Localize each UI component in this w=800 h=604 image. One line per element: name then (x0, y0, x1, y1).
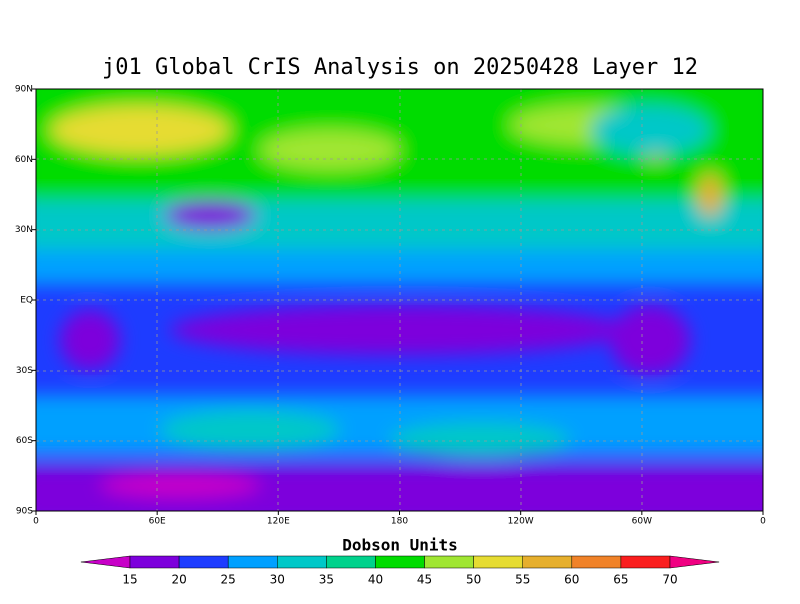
x-tick-label: 0 (33, 517, 39, 527)
x-tick-label: 120E (267, 517, 290, 527)
x-tick-label: 120W (508, 517, 534, 527)
colorbar-label: 20 (171, 573, 186, 587)
y-tick-label: 30N (15, 225, 33, 235)
colorbar-swatch (326, 555, 376, 569)
colorbar-label: 70 (662, 573, 677, 587)
colorbar-label: 15 (122, 573, 137, 587)
colorbar-swatch (669, 555, 720, 569)
y-tick-label: 30S (16, 366, 33, 376)
y-tick-label: 90N (15, 85, 33, 95)
ozone-field (36, 89, 763, 511)
y-tick-label: 60S (16, 436, 33, 446)
colorbar-swatch (277, 555, 327, 569)
x-tick-label: 0 (760, 517, 766, 527)
colorbar-label: 25 (221, 573, 236, 587)
colorbar-swatch (178, 555, 229, 569)
y-tick-label: 60N (15, 155, 33, 165)
colorbar-swatch (522, 555, 573, 569)
colorbar-swatch (571, 555, 622, 569)
colorbar-label: 55 (515, 573, 530, 587)
colorbar-label: 50 (466, 573, 481, 587)
colorbar-label: 45 (417, 573, 432, 587)
x-tick-label: 180 (391, 517, 408, 527)
colorbar-swatch (620, 555, 671, 569)
x-tick-label: 60W (632, 517, 652, 527)
colorbar-label: 35 (319, 573, 334, 587)
colorbar-title: Dobson Units (342, 536, 458, 555)
map-title: j01 Global CrIS Analysis on 20250428 Lay… (102, 55, 698, 80)
colorbar-label: 40 (368, 573, 383, 587)
colorbar-label: 60 (564, 573, 579, 587)
colorbar-swatch (227, 555, 278, 569)
x-tick-label: 60E (149, 517, 166, 527)
colorbar-label: 65 (613, 573, 628, 587)
colorbar-label: 30 (270, 573, 285, 587)
y-tick-label: EQ (20, 296, 33, 306)
colorbar-swatch (424, 555, 474, 569)
colorbar-swatch (80, 555, 131, 569)
colorbar-swatch (129, 555, 180, 569)
y-tick-label: 90S (16, 507, 33, 517)
colorbar-swatch (473, 555, 523, 569)
colorbar-swatch (375, 555, 425, 569)
